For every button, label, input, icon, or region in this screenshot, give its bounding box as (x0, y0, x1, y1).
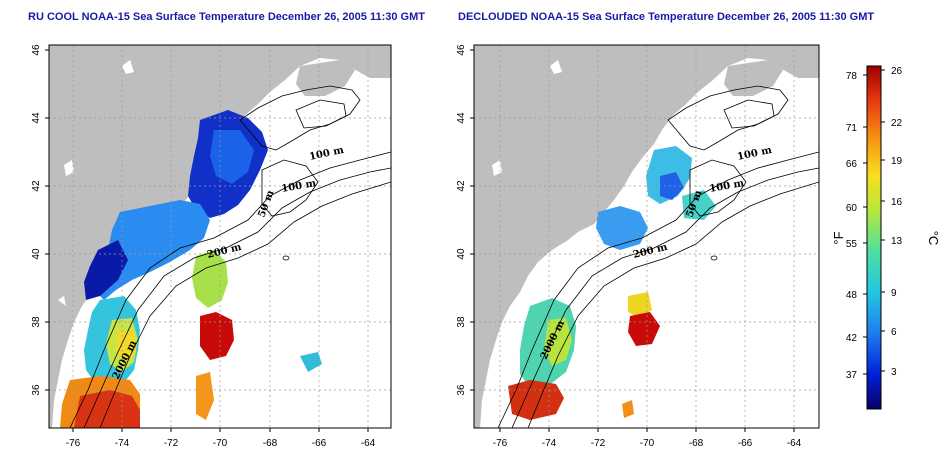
seamount-contour (710, 255, 718, 261)
axis-ticks (45, 49, 369, 432)
lon-tick: -68 (263, 438, 278, 449)
temperature-colorbar: 78 71 66 60 55 48 42 37 26 22 19 16 13 9… (831, 65, 941, 410)
lat-tick: 36 (456, 384, 467, 396)
sst-patch-orange-dot (622, 400, 634, 418)
bathymetry-contours (69, 85, 391, 428)
sst-patch-red-south (508, 380, 564, 420)
fahrenheit-unit-label: °F (831, 231, 846, 244)
sst-patch-small-cyan (300, 352, 322, 372)
lat-tick: 44 (456, 112, 467, 124)
lakes (492, 60, 562, 176)
land-mass (474, 45, 819, 428)
nova-scotia-land (724, 60, 783, 96)
lon-tick-labels: -76 -74 -72 -70 -68 -66 -64 (493, 438, 802, 449)
lat-tick: 40 (31, 248, 42, 260)
lat-tick: 36 (31, 384, 42, 396)
lon-tick: -74 (115, 438, 130, 449)
lat-tick-labels: 46 44 42 40 38 36 (31, 44, 42, 396)
sst-patch-red-gulfstream (628, 312, 660, 346)
sst-patch-blue (210, 130, 254, 184)
fahrenheit-tick: 48 (846, 290, 858, 301)
map-area-declouded: 100 m 100 m 50 m 200 m 2000 m (474, 45, 819, 428)
sst-panel-raw: RU COOL NOAA-15 Sea Surface Temperature … (28, 11, 425, 449)
fahrenheit-tick: 55 (846, 239, 858, 250)
lat-tick: 38 (456, 316, 467, 328)
sst-patch-orange-east (196, 372, 214, 420)
lon-tick: -72 (164, 438, 179, 449)
sst-patch-yellow-gulfstream (628, 292, 652, 318)
land-mass (49, 45, 391, 428)
lon-tick: -68 (689, 438, 704, 449)
sst-patch-blue-gom (660, 172, 684, 200)
celsius-tick: 19 (891, 156, 903, 167)
sst-patch-blue-shelf (596, 206, 648, 250)
map-grid (49, 45, 391, 428)
axis-ticks (470, 49, 795, 432)
lon-tick: -74 (542, 438, 557, 449)
sst-patch-coastal-cold (84, 240, 128, 300)
sst-panel-declouded: DECLOUDED NOAA-15 Sea Surface Temperatur… (456, 11, 874, 449)
lat-tick: 46 (456, 44, 467, 56)
sst-patch-red-gulfstream (200, 312, 234, 360)
fahrenheit-tick: 60 (846, 203, 858, 214)
lon-tick: -66 (312, 438, 327, 449)
fahrenheit-tick: 42 (846, 333, 858, 344)
sst-patch-red-south (74, 390, 140, 428)
lon-tick: -64 (361, 438, 376, 449)
celsius-tick: 6 (891, 327, 897, 338)
celsius-tick: 3 (891, 367, 897, 378)
lon-tick-labels: -76 -74 -72 -70 -68 -66 -64 (66, 438, 376, 449)
celsius-tick: 13 (891, 236, 903, 247)
celsius-tick: 22 (891, 118, 903, 129)
lon-tick: -76 (66, 438, 81, 449)
map-grid (474, 45, 819, 428)
celsius-tick: 9 (891, 288, 897, 299)
lon-tick: -70 (640, 438, 655, 449)
celsius-unit-label: °C (926, 231, 941, 246)
lat-tick: 42 (31, 180, 42, 192)
lat-tick: 42 (456, 180, 467, 192)
lat-tick: 40 (456, 248, 467, 260)
nova-scotia-land (296, 60, 355, 96)
fahrenheit-tick: 78 (846, 71, 858, 82)
colorbar-gradient (866, 65, 882, 410)
fahrenheit-tick: 37 (846, 370, 858, 381)
lon-tick: -66 (738, 438, 753, 449)
celsius-tick: 16 (891, 197, 903, 208)
map-area-raw: 100 m 100 m 50 m 200 m 2000 m (49, 45, 391, 428)
colorbar-ticks (863, 69, 885, 375)
celsius-tick: 26 (891, 66, 903, 77)
panel-title-declouded: DECLOUDED NOAA-15 Sea Surface Temperatur… (458, 11, 874, 23)
seamount-contour (282, 255, 290, 261)
sst-patch-green-gulfstream (192, 250, 228, 308)
lon-tick: -70 (213, 438, 228, 449)
sst-patch-shelf (94, 200, 210, 300)
fahrenheit-tick: 71 (846, 123, 858, 134)
lon-tick: -76 (493, 438, 508, 449)
lat-tick: 38 (31, 316, 42, 328)
sst-patch-yellowgreen (544, 318, 572, 366)
lat-tick: 46 (31, 44, 42, 56)
lat-tick: 44 (31, 112, 42, 124)
sst-patch-teal (682, 190, 716, 220)
fahrenheit-tick: 66 (846, 159, 858, 170)
lat-tick-labels: 46 44 42 40 38 36 (456, 44, 467, 396)
lon-tick: -64 (787, 438, 802, 449)
lon-tick: -72 (591, 438, 606, 449)
panel-title-raw: RU COOL NOAA-15 Sea Surface Temperature … (28, 11, 425, 23)
bathymetry-contours (497, 85, 819, 428)
